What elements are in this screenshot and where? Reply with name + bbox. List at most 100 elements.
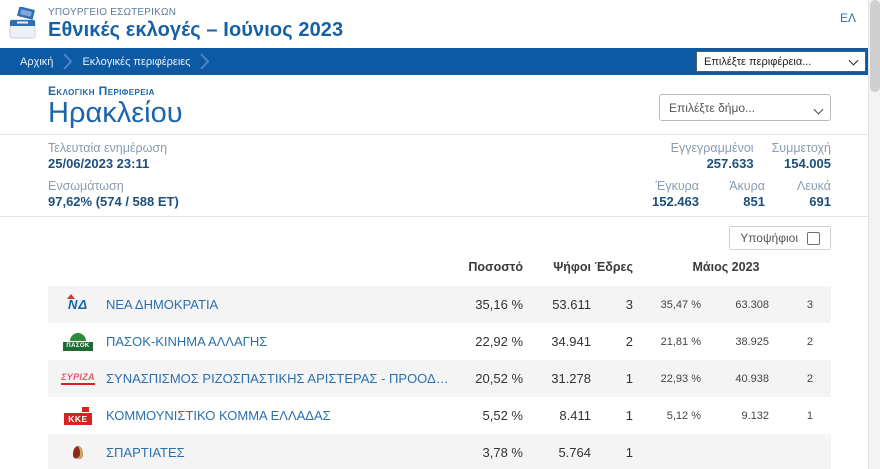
blank-stat: Λευκά 691 bbox=[783, 179, 831, 210]
votes-cell: 34.941 bbox=[551, 334, 591, 349]
party-name-link[interactable]: ΠΑΣΟΚ-ΚΙΝΗΜΑ ΑΛΛΑΓΗΣ bbox=[106, 334, 268, 349]
seats-cell: 3 bbox=[625, 297, 633, 312]
pasok-party-logo-icon: ΠΑΣΟΚ bbox=[60, 328, 96, 356]
may-seats-cell: 1 bbox=[806, 409, 813, 422]
results-table-body: ΝΔ ΝΕΑ ΔΗΜΟΚΡΑΤΙΑ 35,16 % 53.611 3 35,47… bbox=[48, 286, 831, 469]
party-name-cell: ΠΑΣΟΚ ΠΑΣΟΚ-ΚΙΝΗΜΑ ΑΛΛΑΓΗΣ bbox=[48, 328, 451, 356]
scrollbar-thumb[interactable] bbox=[870, 0, 880, 92]
blank-value: 691 bbox=[809, 194, 831, 209]
breadcrumb-home-link[interactable]: Αρχική bbox=[20, 55, 54, 68]
chevron-right-icon bbox=[200, 53, 210, 70]
candidates-checkbox[interactable] bbox=[807, 231, 820, 245]
column-may-2023: Μάιος 2023 bbox=[692, 260, 760, 274]
party-name-link[interactable]: ΝΕΑ ΔΗΜΟΚΡΑΤΙΑ bbox=[106, 297, 219, 312]
percent-cell: 35,16 % bbox=[475, 297, 523, 312]
registered-value: 257.633 bbox=[706, 156, 754, 171]
turnout-stat: Συμμετοχή 154.005 bbox=[772, 141, 831, 172]
may-percent-cell: 35,47 % bbox=[660, 298, 701, 311]
percent-cell: 20,52 % bbox=[475, 371, 523, 386]
ballot-box-icon bbox=[9, 7, 36, 39]
may-votes-cell: 38.925 bbox=[735, 335, 769, 348]
may-votes-cell: 9.132 bbox=[741, 409, 769, 422]
brand: ΥΠΟΥΡΓΕΙΟ ΕΣΩΤΕΡΙΚΩΝ Εθνικές εκλογές – Ι… bbox=[8, 7, 343, 42]
percent-cell: 5,52 % bbox=[482, 408, 523, 423]
stats-band: Τελευταία ενημέρωση 25/06/2023 23:11 Ενσ… bbox=[0, 135, 880, 216]
language-link[interactable]: ΕΛ bbox=[839, 11, 856, 25]
may-votes-cell: 63.308 bbox=[735, 298, 769, 311]
blank-label: Λευκά bbox=[796, 179, 831, 193]
invalid-value: 851 bbox=[743, 194, 765, 209]
may-seats-cell: 2 bbox=[806, 335, 813, 348]
results-section: Υποψήφιοι Ποσοστό Ψήφοι Έδρες Μάιος 2023… bbox=[0, 217, 880, 469]
district-heading: Εκλογικη Περιφερεια Ηρακλείου bbox=[48, 84, 183, 128]
stats-row-registered: Εγγεγραμμένοι 257.633 Συμμετοχή 154.005 bbox=[651, 141, 831, 172]
kke-party-logo-icon: ΚΚΕ bbox=[60, 402, 96, 430]
party-name-link[interactable]: ΣΠΑΡΤΙΑΤΕΣ bbox=[106, 445, 185, 460]
party-name-cell: ΣΠΑΡΤΙΑΤΕΣ bbox=[48, 439, 451, 467]
seats-cell: 1 bbox=[625, 408, 633, 423]
column-percent: Ποσοστό bbox=[468, 260, 523, 274]
invalid-stat: Άκυρα 851 bbox=[717, 179, 765, 210]
candidates-toggle-button[interactable]: Υποψήφιοι bbox=[729, 226, 831, 250]
integration-value: 97,62% (574 / 588 ΕΤ) bbox=[48, 194, 179, 209]
page-title: Εθνικές εκλογές – Ιούνιος 2023 bbox=[48, 18, 344, 41]
party-result-row: ΚΚΕ ΚΟΜΜΟΥΝΙΣΤΙΚΟ ΚΟΜΜΑ ΕΛΛΑΔΑΣ 5,52 % 8… bbox=[48, 397, 831, 434]
valid-value: 152.463 bbox=[652, 194, 699, 209]
party-result-row: ΠΑΣΟΚ ΠΑΣΟΚ-ΚΙΝΗΜΑ ΑΛΛΑΓΗΣ 22,92 % 34.94… bbox=[48, 323, 831, 360]
chevron-right-icon bbox=[63, 53, 73, 70]
party-name-cell: ΣΥΡΙΖΑ ΣΥΝΑΣΠΙΣΜΟΣ ΡΙΖΟΣΠΑΣΤΙΚΗΣ ΑΡΙΣΤΕΡ… bbox=[48, 365, 451, 393]
region-select[interactable]: Επιλέξτε περιφέρεια... bbox=[696, 51, 866, 72]
district-name: Ηρακλείου bbox=[48, 97, 183, 129]
may-percent-cell: 21,81 % bbox=[660, 335, 701, 348]
column-seats: Έδρες bbox=[594, 260, 633, 274]
district-label: Εκλογικη Περιφερεια bbox=[48, 84, 155, 98]
invalid-label: Άκυρα bbox=[729, 179, 765, 193]
stats-row-ballots: Έγκυρα 152.463 Άκυρα 851 Λευκά 691 bbox=[651, 179, 831, 210]
vertical-scrollbar[interactable] bbox=[868, 0, 880, 469]
breadcrumb-districts-link[interactable]: Εκλογικές περιφέρειες bbox=[82, 55, 191, 68]
stats-right: Εγγεγραμμένοι 257.633 Συμμετοχή 154.005 … bbox=[651, 141, 831, 210]
party-result-row: ΣΥΡΙΖΑ ΣΥΝΑΣΠΙΣΜΟΣ ΡΙΖΟΣΠΑΣΤΙΚΗΣ ΑΡΙΣΤΕΡ… bbox=[48, 360, 831, 397]
syriza-party-logo-icon: ΣΥΡΙΖΑ bbox=[60, 365, 96, 393]
app-header: ΥΠΟΥΡΓΕΙΟ ΕΣΩΤΕΡΙΚΩΝ Εθνικές εκλογές – Ι… bbox=[0, 0, 880, 48]
divider bbox=[0, 134, 880, 135]
party-name-cell: ΝΔ ΝΕΑ ΔΗΜΟΚΡΑΤΙΑ bbox=[48, 291, 451, 319]
may-votes-cell: 40.938 bbox=[735, 372, 769, 385]
municipality-select[interactable]: Επιλέξτε δήμο... bbox=[659, 94, 831, 121]
spartiates-party-logo-icon bbox=[60, 439, 96, 467]
valid-stat: Έγκυρα 152.463 bbox=[651, 179, 699, 210]
party-result-row: ΣΠΑΡΤΙΑΤΕΣ 3,78 % 5.764 1 bbox=[48, 434, 831, 469]
stats-left: Τελευταία ενημέρωση 25/06/2023 23:11 Ενσ… bbox=[48, 141, 179, 210]
divider bbox=[0, 216, 880, 217]
turnout-value: 154.005 bbox=[784, 156, 831, 171]
registered-label: Εγγεγραμμένοι bbox=[670, 141, 754, 155]
last-update: Τελευταία ενημέρωση 25/06/2023 23:11 bbox=[48, 141, 179, 172]
ministry-name: ΥΠΟΥΡΓΕΙΟ ΕΣΩΤΕΡΙΚΩΝ bbox=[48, 6, 177, 18]
party-name-link[interactable]: ΣΥΝΑΣΠΙΣΜΟΣ ΡΙΖΟΣΠΑΣΤΙΚΗΣ ΑΡΙΣΤΕΡΑΣ - ΠΡ… bbox=[106, 371, 451, 386]
party-name-link[interactable]: ΚΟΜΜΟΥΝΙΣΤΙΚΟ ΚΟΜΜΑ ΕΛΛΑΔΑΣ bbox=[106, 408, 331, 423]
candidates-toggle-label: Υποψήφιοι bbox=[740, 231, 798, 245]
may-seats-cell: 2 bbox=[806, 372, 813, 385]
may-percent-cell: 22,93 % bbox=[660, 372, 701, 385]
votes-cell: 8.411 bbox=[559, 408, 591, 423]
votes-cell: 31.278 bbox=[551, 371, 591, 386]
percent-cell: 3,78 % bbox=[482, 445, 523, 460]
registered-stat: Εγγεγραμμένοι 257.633 bbox=[671, 141, 754, 172]
results-toolbar: Υποψήφιοι bbox=[48, 226, 831, 250]
integration-label: Ενσωμάτωση bbox=[48, 179, 124, 193]
results-table-header: Ποσοστό Ψήφοι Έδρες Μάιος 2023 bbox=[48, 258, 831, 276]
district-title-band: Εκλογικη Περιφερεια Ηρακλείου Επιλέξτε δ… bbox=[0, 75, 880, 134]
party-name-cell: ΚΚΕ ΚΟΜΜΟΥΝΙΣΤΙΚΟ ΚΟΜΜΑ ΕΛΛΑΔΑΣ bbox=[48, 402, 451, 430]
municipality-select-wrap: Επιλέξτε δήμο... bbox=[659, 94, 831, 128]
region-select-wrap: Επιλέξτε περιφέρεια... bbox=[696, 51, 866, 72]
votes-cell: 53.611 bbox=[552, 297, 591, 312]
may-percent-cell: 5,12 % bbox=[666, 409, 701, 422]
seats-cell: 1 bbox=[625, 445, 633, 460]
votes-cell: 5.764 bbox=[558, 445, 591, 460]
last-update-value: 25/06/2023 23:11 bbox=[48, 156, 150, 171]
percent-cell: 22,92 % bbox=[475, 334, 523, 349]
party-result-row: ΝΔ ΝΕΑ ΔΗΜΟΚΡΑΤΙΑ 35,16 % 53.611 3 35,47… bbox=[48, 286, 831, 323]
brand-text: ΥΠΟΥΡΓΕΙΟ ΕΣΩΤΕΡΙΚΩΝ Εθνικές εκλογές – Ι… bbox=[48, 7, 343, 42]
seats-cell: 1 bbox=[625, 371, 633, 386]
seats-cell: 2 bbox=[625, 334, 633, 349]
